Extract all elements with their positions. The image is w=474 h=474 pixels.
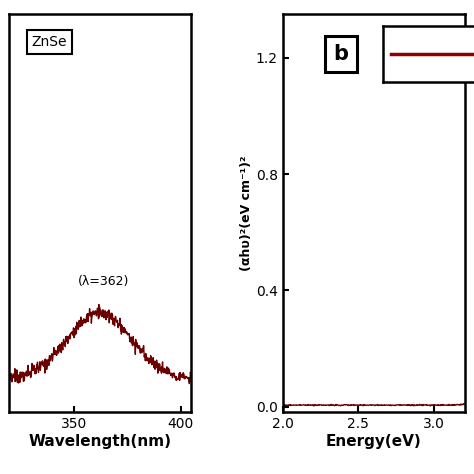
Text: ZnSe: ZnSe xyxy=(32,35,67,49)
Y-axis label: (αhυ)²(eV cm⁻¹)²: (αhυ)²(eV cm⁻¹)² xyxy=(240,155,253,271)
Text: (λ=362): (λ=362) xyxy=(78,275,129,288)
X-axis label: Wavelength(nm): Wavelength(nm) xyxy=(29,434,172,449)
X-axis label: Energy(eV): Energy(eV) xyxy=(326,434,421,449)
Text: b: b xyxy=(333,44,348,64)
